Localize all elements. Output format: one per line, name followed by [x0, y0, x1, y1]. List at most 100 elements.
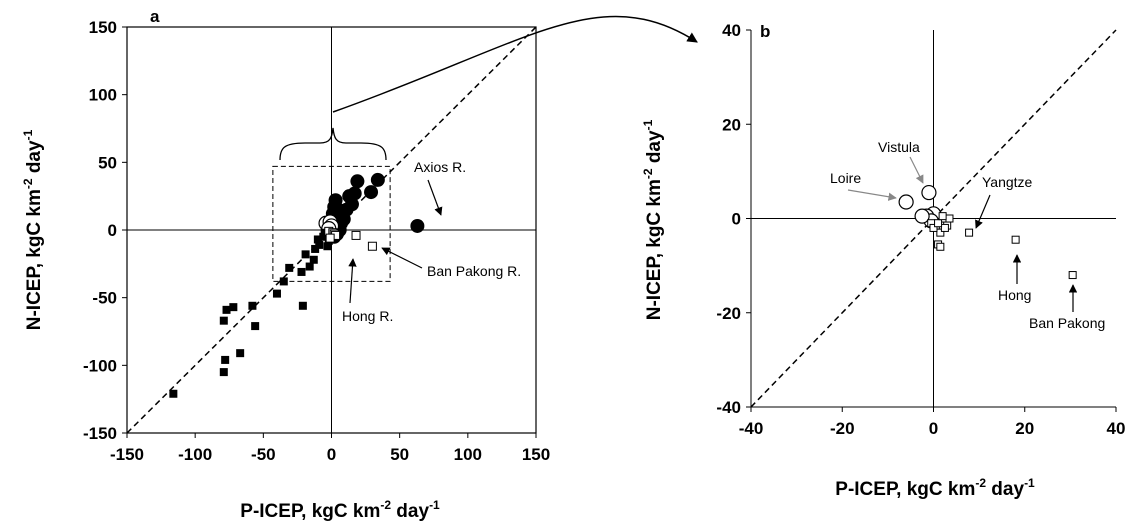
panel-b-open-square-point	[1011, 235, 1020, 244]
panel-b-open-square-point	[938, 212, 947, 221]
panel-a-letter: a	[150, 7, 160, 26]
panel-a-y-tick-label: 50	[98, 153, 117, 172]
panel-a-filled-square-point	[169, 389, 178, 398]
panel-b-open-square-point	[936, 242, 945, 251]
panel-b-open-square-point	[934, 219, 943, 228]
panel-b-open-square-point	[936, 228, 945, 237]
panel-a-x-tick-label: 100	[454, 445, 482, 464]
panel-b-x-tick-label: -20	[830, 419, 855, 438]
annotation-hong-r: Hong R.	[342, 308, 393, 324]
panel-a-zoom-brace	[279, 127, 387, 161]
annotation-loire: Loire	[830, 170, 861, 186]
annotation-axios: Axios R.	[414, 159, 466, 175]
panel-b-y-ticks: -40 -20 0 20 40	[716, 21, 751, 417]
panel-b-x-axis-title: P-ICEP, kgC km-2 day-1	[835, 476, 1035, 500]
annotation-yangtze-arrow	[975, 194, 991, 229]
panel-a-open-square-point	[351, 230, 361, 240]
panel-a-filled-square-point	[311, 244, 320, 253]
panel-a-x-tick-label: -150	[110, 445, 144, 464]
panel-a-filled-square-point	[297, 267, 306, 276]
panel-a-filled-square-point	[323, 242, 332, 251]
panel-a-y-axis-title: N-ICEP, kgC km-2 day-1	[21, 129, 45, 330]
panel-a-filled-circle-point	[350, 174, 365, 189]
panel-b-open-square-point	[940, 223, 949, 232]
panel-a-y-tick-label: -50	[92, 289, 117, 308]
panel-b-open-circle-point	[898, 194, 914, 210]
panel-b-y-tick-label: 40	[722, 21, 741, 40]
panel-b-points	[898, 184, 1077, 280]
panel-a-filled-square-point	[301, 250, 310, 259]
annotation-axios-arrow	[427, 179, 443, 216]
annotation-yangtze: Yangtze	[982, 174, 1033, 190]
panel-a-filled-square-point	[315, 240, 324, 249]
annotation-vistula: Vistula	[878, 139, 920, 155]
panel-a-y-tick-label: 0	[108, 221, 117, 240]
panel-a-filled-circle-point	[370, 172, 385, 187]
panel-b-y-tick-label: 0	[732, 210, 741, 229]
annotation-ban-pakong: Ban Pakong	[1029, 315, 1105, 331]
panel-b-x-tick-label: 0	[929, 419, 938, 438]
panel-b-letter: b	[760, 22, 770, 41]
panel-b-y-axis-title: N-ICEP, kgC km-2 day-1	[641, 119, 665, 320]
panel-a-y-ticks: -150 -100 -50 0 50 100 150	[83, 18, 127, 443]
panel-b-open-square-point	[929, 223, 938, 232]
panel-a-x-tick-label: -100	[178, 445, 212, 464]
panel-a-filled-square-point	[298, 301, 307, 310]
panel-b-y-tick-label: -20	[716, 304, 741, 323]
panel-a-filled-square-point	[279, 277, 288, 286]
panel-b-x-ticks: -40 -20 0 20 40	[739, 407, 1126, 438]
panel-a-filled-circle-point	[336, 212, 351, 227]
panel-a-filled-square-point	[272, 289, 281, 298]
annotation-hong: Hong	[998, 287, 1031, 303]
panel-b-x-tick-label: 40	[1107, 419, 1126, 438]
panel-a-filled-square-point	[285, 263, 294, 272]
panel-a-open-square-point	[325, 233, 335, 243]
panel-a-filled-square-point	[305, 262, 314, 271]
annotation-vistula-arrow	[909, 156, 924, 184]
annotation-ban-pakong-r: Ban Pakong R.	[427, 263, 521, 279]
panel-a-points	[169, 172, 425, 398]
annotation-ban-pakong-r-arrow	[381, 247, 423, 269]
zoom-connector-arrow	[332, 15, 698, 113]
panel-a-zoom-box	[272, 165, 391, 282]
panel-b-open-circle-point	[921, 184, 937, 201]
panel-a-x-axis-title: P-ICEP, kgC km-2 day-1	[240, 498, 440, 522]
panel-a-x-tick-label: -50	[251, 445, 276, 464]
panel-a-x-tick-label: 150	[522, 445, 550, 464]
panel-a-filled-square-point	[319, 232, 328, 241]
annotation-loire-arrow	[847, 189, 897, 201]
panel-a-filled-square-point	[221, 355, 230, 364]
panel-a-filled-square-point	[309, 255, 318, 264]
panel-b-y-tick-label: -40	[716, 398, 741, 417]
panel-a-filled-square-point	[219, 368, 228, 377]
panel-b-y-tick-label: 20	[722, 115, 741, 134]
panel-b-x-tick-label: 20	[1015, 419, 1034, 438]
panel-a-x-ticks: -150 -100 -50 0 50 100 150	[110, 433, 550, 464]
panel-a-x-tick-label: 50	[390, 445, 409, 464]
panel-a-filled-square-point	[248, 301, 257, 310]
panel-a-filled-square-point	[251, 322, 260, 331]
annotation-hong-r-arrow	[348, 258, 357, 304]
panel-a-filled-circle-point	[410, 218, 425, 233]
panel-b-x-tick-label: -40	[739, 419, 764, 438]
panel-a: a -150 -100 -50 0 50 100 150 -150 -100 -50 0 50 100…	[21, 7, 698, 522]
panel-b-open-square-point	[965, 228, 974, 237]
panel-b-open-circle-point	[914, 208, 930, 224]
panel-a-filled-square-point	[229, 303, 238, 312]
panel-a-x-tick-label: 0	[327, 445, 336, 464]
panel-a-y-tick-label: 150	[89, 18, 117, 37]
panel-a-one-to-one-line	[126, 26, 537, 434]
panel-b-open-square-point	[945, 214, 954, 223]
panel-a-y-tick-label: -100	[83, 356, 117, 375]
panel-a-filled-square-point	[219, 316, 228, 325]
panel-a-filled-square-point	[236, 349, 245, 358]
panel-a-y-tick-label: -150	[83, 424, 117, 443]
panel-a-filled-circle-point	[364, 185, 379, 200]
panel-a-filled-square-point	[222, 305, 231, 314]
panel-a-filled-square-point	[313, 235, 322, 244]
panel-b-open-square-point	[1068, 271, 1077, 280]
panel-a-y-tick-label: 100	[89, 86, 117, 105]
panel-a-open-square-point	[367, 241, 377, 251]
